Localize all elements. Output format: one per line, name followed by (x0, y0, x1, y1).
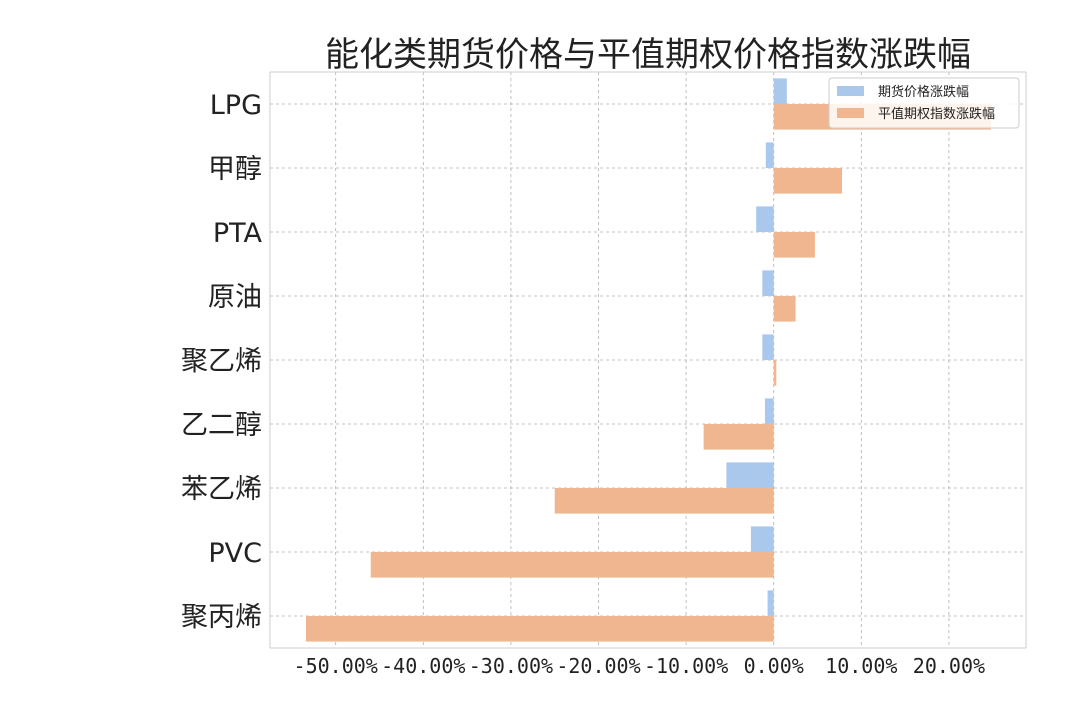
bar-futures (762, 270, 774, 296)
bar-futures (773, 78, 787, 104)
x-tick-labels: -50.00% -40.00% -30.00% -20.00% -10.00% 0.00%… (294, 654, 985, 678)
x-tick-label: 20.00% (913, 654, 985, 678)
legend-swatch-futures (837, 86, 864, 96)
y-tick-label: 乙二醇 (181, 410, 262, 441)
legend-box (828, 77, 1020, 129)
y-tick-label: LPG (210, 90, 262, 121)
bar-options (305, 616, 774, 642)
legend-swatch-options (837, 108, 864, 118)
bar-options (773, 232, 815, 258)
bar-futures (767, 590, 774, 616)
chart-title: 能化类期货价格与平值期权价格指数涨跌幅 (325, 35, 971, 75)
legend-label-options: 平值期权指数涨跌幅 (878, 106, 995, 122)
bar-options (703, 424, 774, 450)
bar-options (370, 552, 774, 578)
bar-futures (750, 526, 774, 552)
bar-options (773, 168, 843, 194)
x-tick-label: -20.00% (556, 654, 640, 678)
bar-futures (762, 334, 774, 360)
plot-frame (269, 71, 1027, 649)
bar-options (773, 360, 777, 386)
x-tick-label: 10.00% (825, 654, 897, 678)
bar-futures (756, 206, 774, 232)
y-tick-label: PTA (213, 218, 263, 249)
x-tick-label: -50.00% (294, 654, 378, 678)
bar-futures (726, 462, 774, 488)
y-tick-label: 聚丙烯 (181, 602, 262, 633)
bar-futures (764, 398, 774, 424)
bar-options (554, 488, 774, 514)
bar-futures (765, 142, 774, 168)
y-tick-label: 甲醇 (208, 154, 262, 185)
x-tick-label: -40.00% (381, 654, 465, 678)
legend: 期货价格涨跌幅 平值期权指数涨跌幅 (828, 77, 1020, 129)
y-tick-label: PVC (208, 538, 262, 569)
bar-options (773, 296, 796, 322)
y-tick-label: 聚乙烯 (181, 346, 262, 377)
x-tick-label: -10.00% (644, 654, 728, 678)
x-tick-label: -30.00% (469, 654, 553, 678)
legend-label-futures: 期货价格涨跌幅 (878, 84, 969, 100)
x-tick-label: 0.00% (744, 654, 804, 678)
y-tick-label: 苯乙烯 (181, 474, 262, 505)
y-tick-label: 原油 (208, 282, 262, 313)
